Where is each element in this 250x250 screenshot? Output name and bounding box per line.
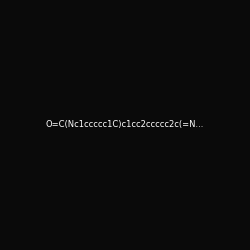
Text: O=C(Nc1ccccc1C)c1cc2ccccc2c(=N...: O=C(Nc1ccccc1C)c1cc2ccccc2c(=N... — [46, 120, 204, 130]
